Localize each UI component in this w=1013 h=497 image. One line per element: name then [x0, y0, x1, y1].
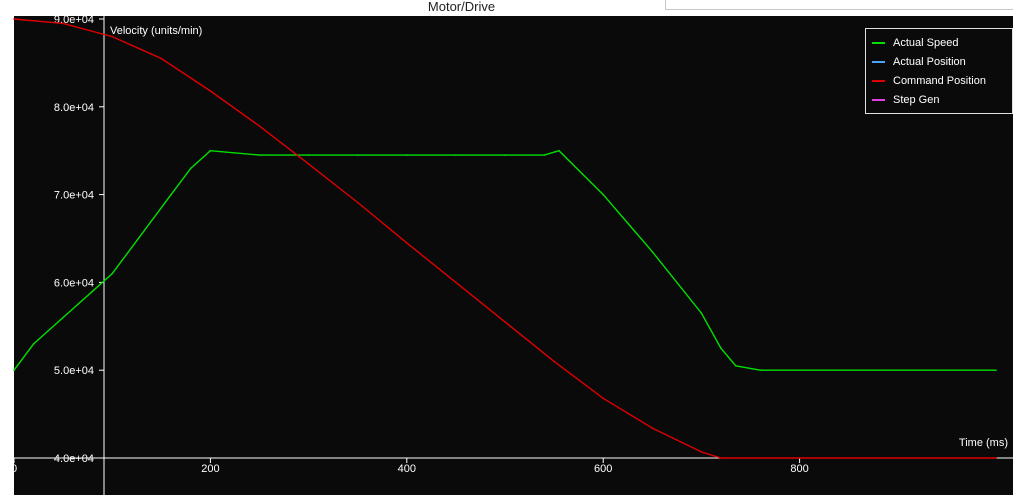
y-tick-label: 6.0e+04 [54, 277, 94, 289]
series-point-actual-speed [558, 149, 560, 152]
x-tick-label: 200 [201, 463, 219, 475]
series-point-command-position [995, 457, 997, 459]
series-point-actual-speed [602, 193, 604, 196]
legend-item-command-position: Command Position [872, 74, 986, 87]
x-tick-label: 600 [594, 463, 612, 475]
series-point-command-position [455, 281, 457, 284]
series-point-command-position [700, 451, 703, 453]
series-point-command-position [160, 57, 163, 60]
y-tick-label: 9.0e+04 [54, 16, 94, 26]
series-point-command-position [209, 90, 212, 92]
series-point-command-position [111, 35, 113, 38]
series-line-actual-speed [13, 149, 996, 371]
series-point-actual-speed [543, 154, 546, 156]
x-tick-label: 400 [398, 463, 416, 475]
y-tick-label: 8.0e+04 [54, 102, 94, 114]
series-point-actual-speed [700, 312, 703, 314]
y-axis-label: Velocity (units/min) [110, 25, 202, 37]
series-point-actual-speed [356, 154, 359, 156]
series-point-actual-speed [13, 369, 15, 372]
legend-item-actual-position: Actual Position [872, 55, 966, 68]
window-title: Motor/Drive [0, 0, 1013, 16]
legend-label-actual-position: Actual Position [893, 55, 966, 68]
legend-swatch-actual-position [872, 60, 885, 63]
series-point-actual-speed [504, 154, 506, 156]
top-input-field[interactable] [665, 0, 1013, 10]
x-tick-label: 800 [790, 463, 808, 475]
x-tick-label: 0 [11, 463, 17, 475]
series-point-actual-speed [735, 365, 737, 367]
legend-label-command-position: Command Position [893, 74, 986, 87]
chart-legend: Actual Speed Actual Position Command Pos… [865, 28, 1013, 114]
series-point-command-position [356, 201, 359, 204]
legend-swatch-command-position [872, 79, 885, 82]
series-point-actual-speed [209, 149, 212, 152]
y-tick-label: 4.0e+04 [54, 453, 94, 465]
legend-swatch-actual-speed [872, 41, 885, 44]
window-title-text: Motor/Drive [427, 0, 496, 14]
legend-label-step-gen: Step Gen [893, 93, 940, 106]
series-point-command-position [504, 321, 506, 323]
series-point-command-position [307, 163, 310, 165]
series-point-command-position [406, 242, 408, 244]
series-point-command-position [62, 22, 64, 25]
series-point-command-position [258, 125, 261, 127]
series-point-actual-speed [91, 290, 94, 293]
series-point-actual-speed [258, 154, 261, 156]
chart-panel: 4.0e+04 5.0e+04 6.0e+04 7.0e+04 8.0e+04 9.0e+… [0, 16, 1013, 497]
series-point-command-position [553, 360, 555, 363]
series-point-actual-speed [406, 154, 408, 156]
series-point-command-position [651, 427, 654, 429]
legend-item-actual-speed: Actual Speed [872, 36, 958, 49]
series-point-actual-speed [140, 233, 143, 235]
y-tick-label: 5.0e+04 [54, 365, 94, 377]
series-point-command-position [720, 457, 722, 459]
series-point-actual-speed [651, 250, 654, 253]
series-point-actual-speed [995, 369, 997, 372]
series-point-command-position [13, 18, 15, 20]
series-point-command-position [602, 397, 604, 400]
plot-background [14, 16, 1013, 495]
series-point-actual-speed [62, 316, 64, 319]
legend-swatch-step-gen [872, 98, 885, 101]
series-point-actual-speed [720, 347, 722, 350]
velocity-chart: 4.0e+04 5.0e+04 6.0e+04 7.0e+04 8.0e+04 9.0e+… [11, 16, 1013, 495]
series-point-actual-speed [111, 272, 113, 275]
legend-label-actual-speed: Actual Speed [893, 36, 959, 49]
x-axis-label: Time (ms) [959, 437, 1008, 449]
series-point-actual-speed [307, 154, 310, 156]
series-point-actual-speed [759, 369, 762, 372]
series-point-actual-speed [190, 167, 192, 170]
legend-item-step-gen: Step Gen [872, 93, 939, 106]
series-point-actual-speed [455, 154, 457, 156]
y-tick-label: 7.0e+04 [54, 190, 94, 202]
series-point-actual-speed [170, 193, 172, 196]
series-point-actual-speed [32, 343, 35, 345]
